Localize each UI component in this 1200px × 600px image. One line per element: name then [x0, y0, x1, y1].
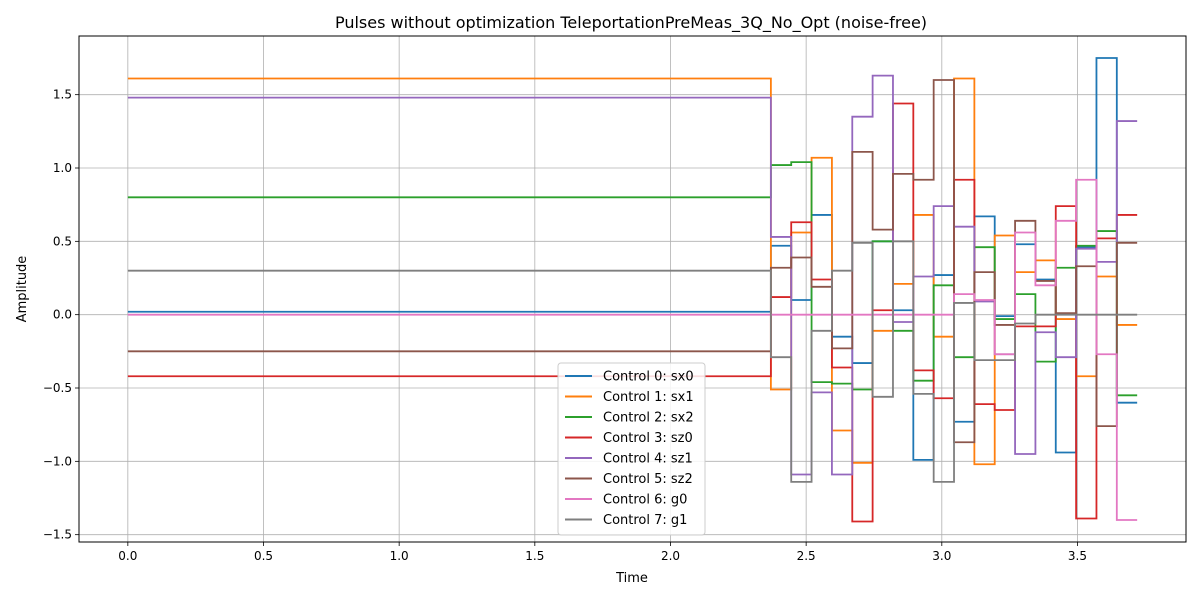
legend-label: Control 0: sx0 — [603, 370, 694, 385]
y-tick-label: −1.5 — [43, 528, 72, 542]
legend-box — [557, 362, 706, 536]
x-tick-label: 0.5 — [254, 549, 273, 563]
x-tick-label: 1.5 — [525, 549, 544, 563]
y-tick-label: 1.0 — [53, 161, 72, 175]
series-line-0 — [127, 57, 1138, 461]
x-tick-label: 3.0 — [932, 549, 951, 563]
series-lines — [127, 57, 1138, 523]
plot-frame — [78, 35, 1187, 543]
legend-label: Control 4: sz1 — [603, 452, 693, 467]
legend-label: Control 1: sx1 — [603, 390, 694, 405]
chart-title: Pulses without optimization Teleportatio… — [335, 13, 927, 33]
y-tick-label: −1.0 — [43, 454, 72, 468]
series-line-7 — [127, 240, 1138, 483]
axis-ticks: 0.0 0.5 1.0 1.5 2.0 2.5 3.0 3.5 −1.5 −1.0 −0.5 0.0 0… — [43, 88, 1087, 563]
series-line-4 — [127, 74, 1138, 476]
legend: Control 0: sx0 Control 1: sx1 Control 2: s… — [557, 362, 706, 536]
x-tick-label: 0.0 — [118, 549, 137, 563]
legend-label: Control 2: sx2 — [603, 411, 694, 426]
y-tick-label: 0.5 — [53, 234, 72, 248]
x-tick-label: 3.5 — [1068, 549, 1087, 563]
series-line-2 — [127, 161, 1138, 397]
legend-label: Control 5: sz2 — [603, 472, 693, 487]
legend-label: Control 6: g0 — [603, 493, 687, 508]
legend-label: Control 3: sz0 — [603, 431, 693, 446]
series-line-5 — [127, 79, 1138, 444]
y-axis-label: Amplitude — [15, 256, 30, 323]
x-tick-label: 1.0 — [390, 549, 409, 563]
legend-label: Control 7: g1 — [603, 513, 687, 528]
x-tick-label: 2.0 — [661, 549, 680, 563]
y-tick-label: 1.5 — [53, 88, 72, 102]
series-line-1 — [127, 77, 1138, 466]
y-tick-label: −0.5 — [43, 381, 72, 395]
x-axis-label: Time — [615, 571, 648, 586]
x-tick-label: 2.5 — [797, 549, 816, 563]
y-tick-label: 0.0 — [53, 308, 72, 322]
series-line-6 — [127, 178, 1138, 521]
